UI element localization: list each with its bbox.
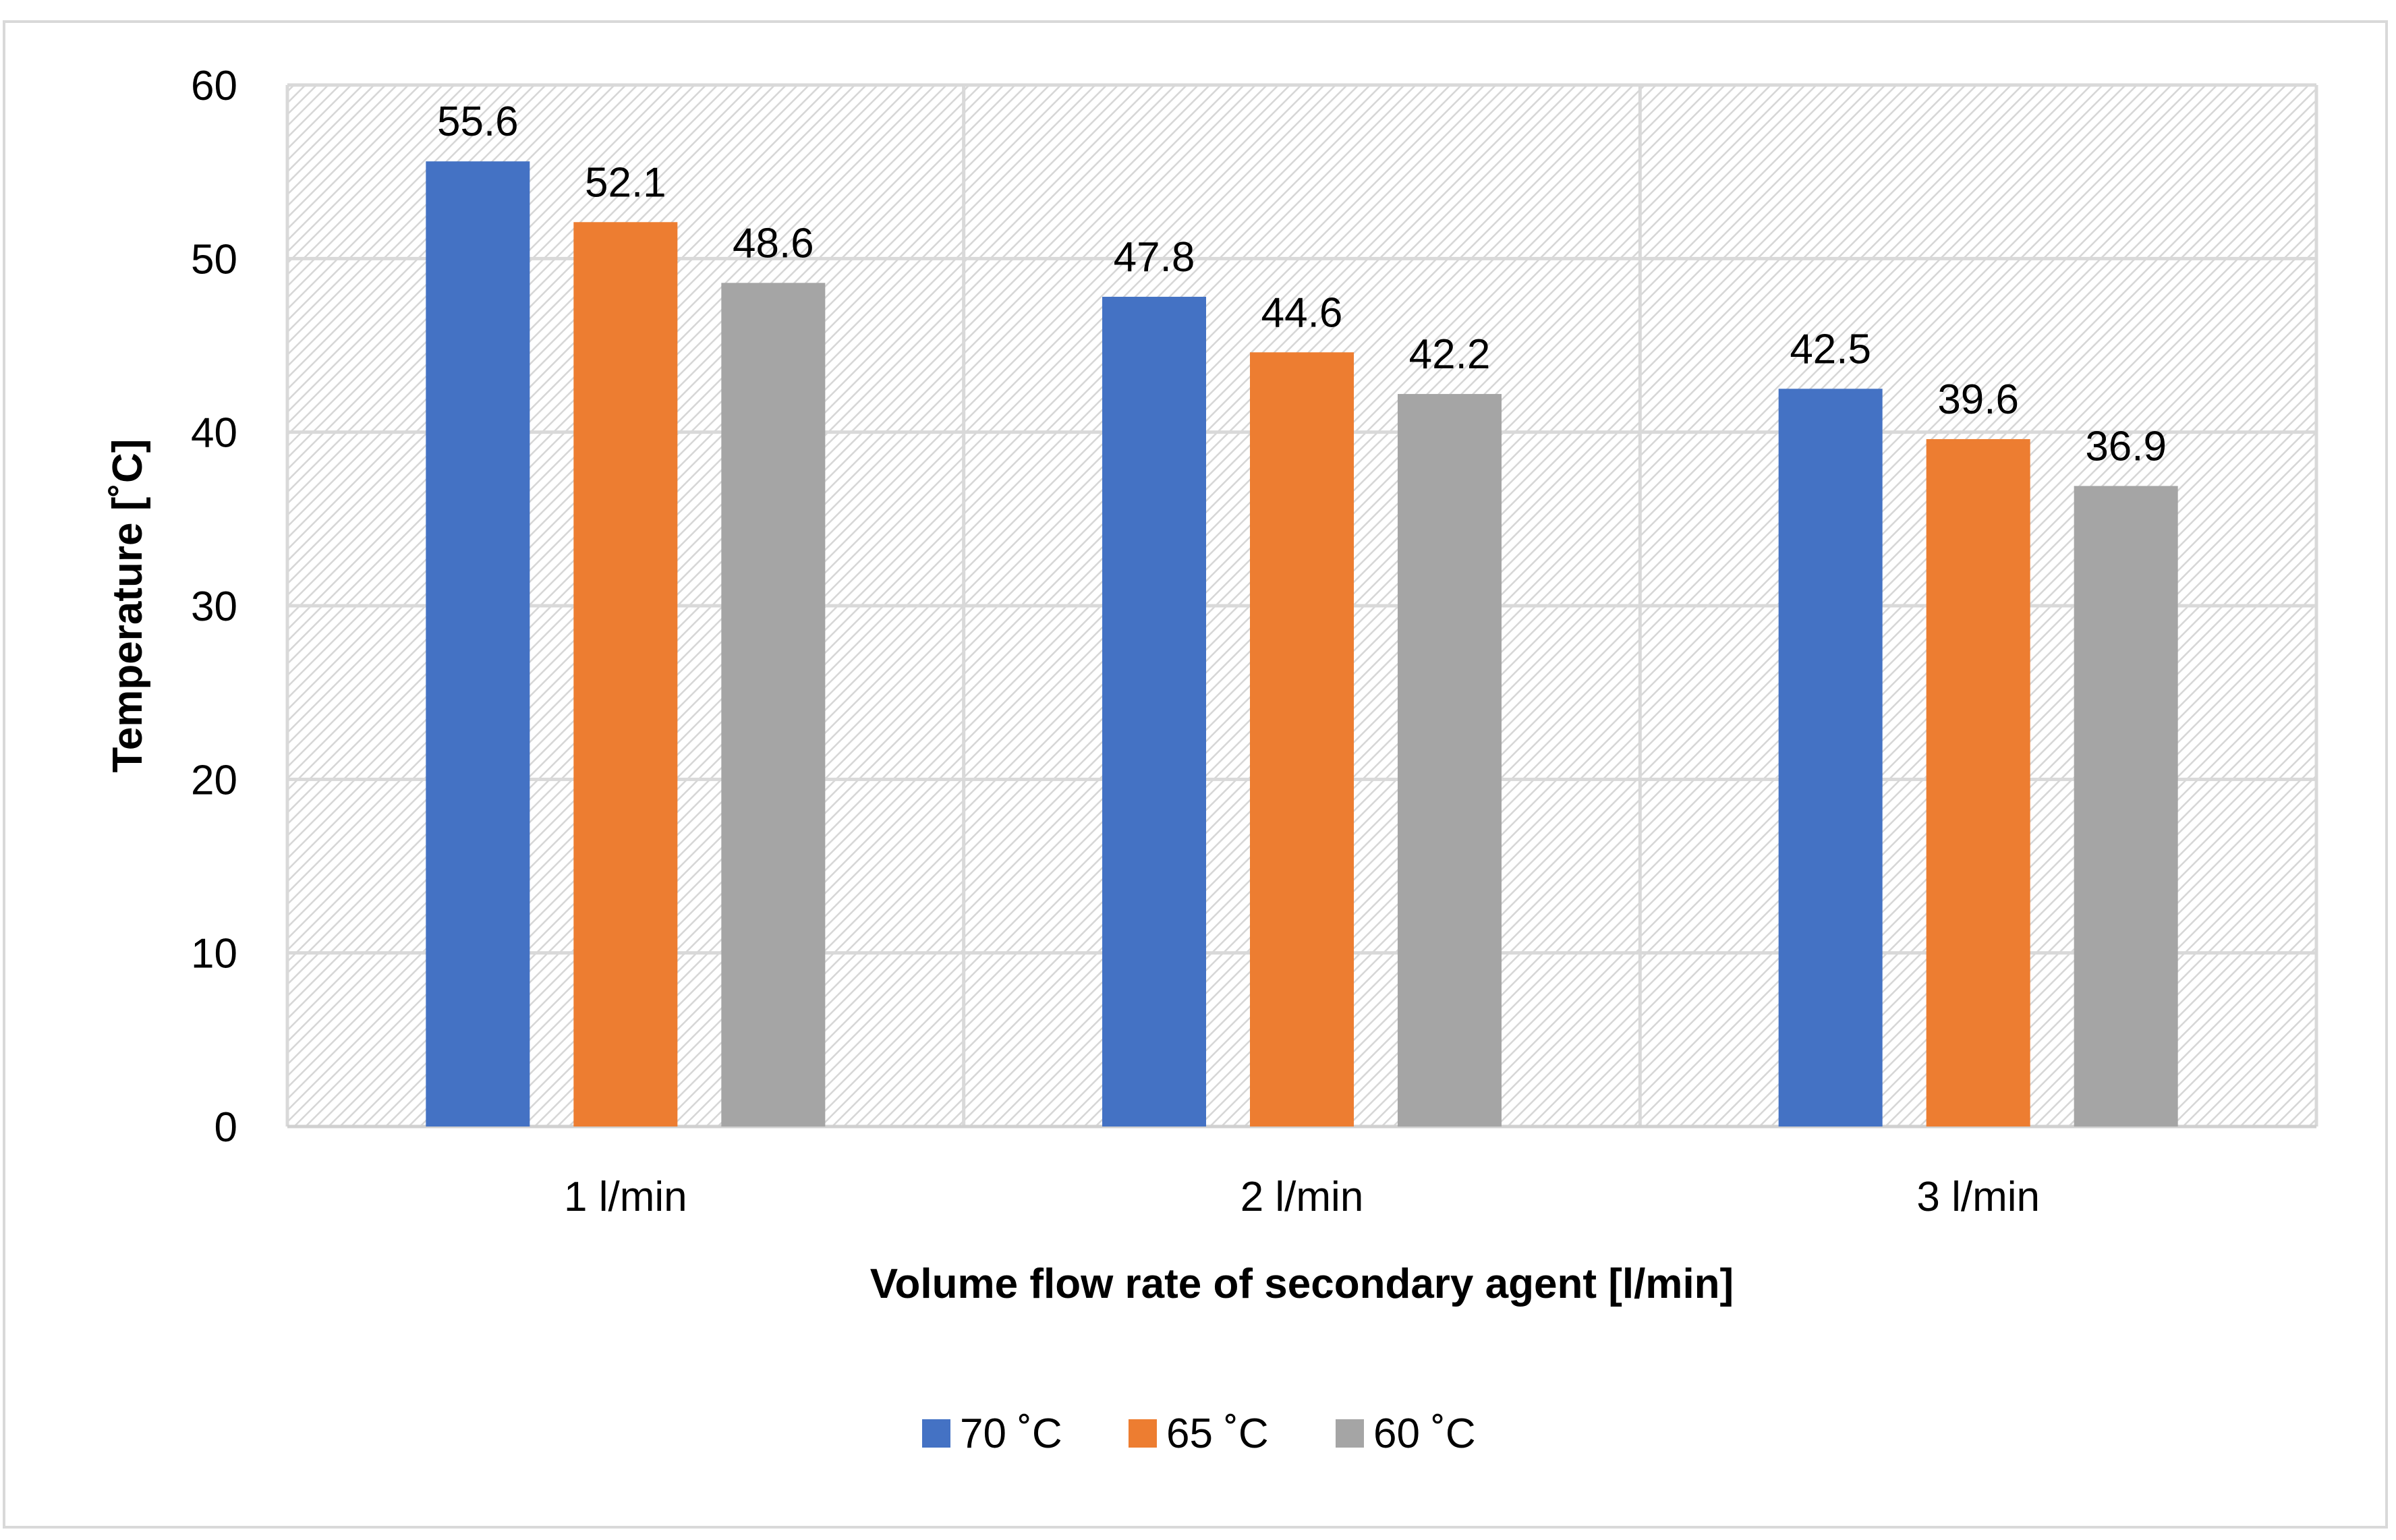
x-tick-label: 2 l/min: [1240, 1174, 1364, 1220]
bar: [2074, 486, 2178, 1127]
bar: [1778, 389, 1883, 1127]
bar-value-label: 42.2: [1409, 331, 1491, 378]
bar-value-label: 39.6: [1937, 376, 2019, 423]
legend-label: 65 ˚C: [1166, 1410, 1269, 1457]
legend-swatch: [1336, 1419, 1364, 1448]
legend-label: 70 ˚C: [960, 1410, 1062, 1457]
x-axis-title: Volume flow rate of secondary agent [l/m…: [870, 1261, 1734, 1307]
bar-value-label: 47.8: [1114, 234, 1195, 281]
bar: [1398, 394, 1502, 1127]
bar-value-label: 52.1: [585, 159, 666, 206]
legend-swatch: [1129, 1419, 1157, 1448]
y-tick-label: 0: [215, 1104, 237, 1151]
legend-item: 60 ˚C: [1336, 1410, 1476, 1457]
y-axis-title: Temperature [˚C]: [105, 439, 151, 773]
y-tick-label: 30: [191, 583, 237, 630]
bar-value-label: 44.6: [1261, 289, 1343, 336]
bar: [1926, 438, 2030, 1127]
legend: 70 ˚C 65 ˚C 60 ˚C: [922, 1410, 1476, 1457]
y-tick-label: 10: [191, 931, 237, 977]
data-labels: 55.6 52.1 48.6 47.8 44.6 42.2 42.5 39.6 36.9: [437, 98, 2167, 469]
bars: [426, 161, 2178, 1127]
y-tick-label: 50: [191, 236, 237, 283]
legend-item: 70 ˚C: [922, 1410, 1062, 1457]
x-tick-label: 3 l/min: [1916, 1174, 2040, 1220]
legend-swatch: [922, 1419, 950, 1448]
bar: [573, 222, 678, 1127]
x-axis-ticks: 1 l/min 2 l/min 3 l/min: [564, 1174, 2040, 1220]
bar: [721, 283, 826, 1127]
x-tick-label: 1 l/min: [564, 1174, 687, 1220]
legend-item: 65 ˚C: [1129, 1410, 1269, 1457]
y-tick-label: 40: [191, 410, 237, 457]
bar-value-label: 42.5: [1790, 326, 1871, 372]
bar-value-label: 48.6: [733, 220, 814, 266]
bar: [1250, 352, 1354, 1127]
bar: [426, 161, 530, 1127]
y-tick-label: 20: [191, 757, 237, 803]
bar: [1102, 296, 1206, 1127]
bar-value-label: 36.9: [2085, 423, 2167, 469]
bar-value-label: 55.6: [437, 98, 519, 145]
y-tick-label: 60: [191, 63, 237, 109]
legend-label: 60 ˚C: [1373, 1410, 1476, 1457]
y-axis-ticks: 0 10 20 30 40 50 60: [191, 63, 237, 1151]
